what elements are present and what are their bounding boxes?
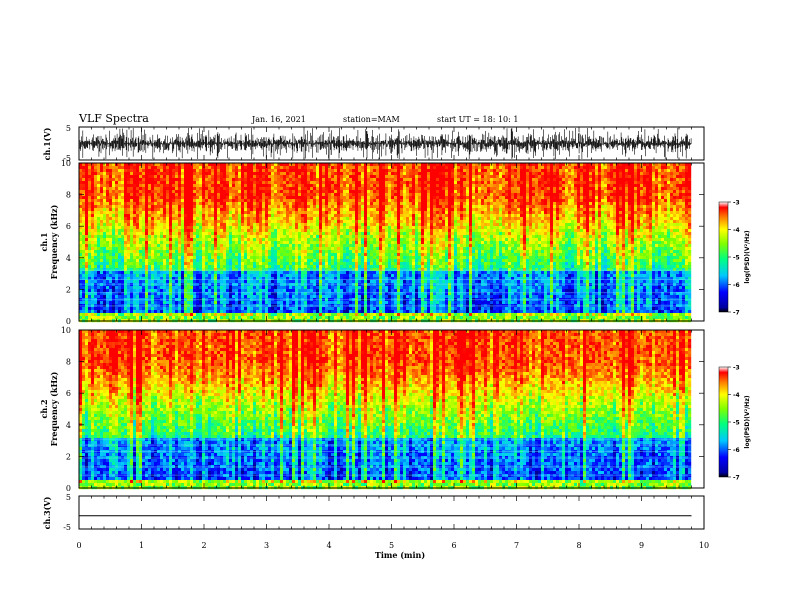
- ch1-colorbar-gradient: [718, 201, 729, 313]
- ch1-spec-ylabel-channel: ch.1: [39, 232, 49, 251]
- freq-tick-label: 10: [61, 326, 71, 335]
- freq-tick-label: 2: [66, 452, 71, 461]
- freq-tick-label: 4: [66, 254, 71, 263]
- colorbar-tick-label: -6: [733, 282, 740, 289]
- freq-tick-label: 8: [66, 191, 71, 200]
- figure-title: VLF Spectra: [78, 112, 149, 125]
- x-axis-label: Time (min): [375, 550, 425, 560]
- x-tick-label: 1: [139, 541, 144, 550]
- ch1-waveform-panel: 5 -5 ch.1(V): [42, 124, 705, 163]
- colorbar-tick-label: -4: [733, 392, 740, 399]
- colorbar-tick-label: -3: [733, 365, 740, 372]
- ch3-ytick-5: 5: [66, 493, 71, 502]
- freq-tick-label: 6: [66, 389, 71, 398]
- x-tick-labels: 0 1 2 3 4 5 6 7 8 9 10: [76, 541, 709, 550]
- colorbar-tick-label: -5: [733, 255, 740, 262]
- x-tick-label: 5: [389, 541, 394, 550]
- ch2-colorbar: -3 -4 -5 -6 -7 log(PSD)(V²/Hz): [718, 365, 751, 482]
- freq-tick-label: 2: [66, 285, 71, 294]
- freq-tick-label: 6: [66, 222, 71, 231]
- x-tick-label: 7: [514, 541, 519, 550]
- freq-tick-label: 0: [66, 317, 71, 326]
- ch2-spec-ylabel-freq: Frequency (kHz): [49, 371, 59, 446]
- ch1-waveform-trace: [79, 128, 692, 159]
- colorbar-tick-label: -7: [733, 310, 740, 317]
- freq-tick-label: 8: [66, 358, 71, 367]
- x-tick-label: 6: [451, 541, 456, 550]
- colorbar-tick-label: -5: [733, 420, 740, 427]
- freq-tick-label: 0: [66, 484, 71, 493]
- ch3-ytick-minus5: -5: [63, 523, 71, 532]
- colorbar-tick-label: -7: [733, 475, 740, 482]
- ch1-spectrogram-image: [79, 163, 704, 323]
- ch1-spectrogram-panel: 0 2 4 6 8 10 ch.1 Frequency (kHz): [39, 159, 705, 326]
- start-time-label: start UT = 18: 10: 1: [437, 115, 518, 124]
- colorbar-tick-label: -3: [733, 200, 740, 207]
- ch2-colorbar-label: log(PSD)(V²/Hz): [744, 395, 751, 448]
- ch1-ytick-5: 5: [66, 124, 71, 133]
- x-tick-label: 0: [76, 541, 81, 550]
- ch1-waveform-ylabel: ch.1(V): [42, 127, 52, 160]
- x-tick-label: 3: [264, 541, 269, 550]
- ch2-colorbar-gradient: [718, 366, 729, 478]
- freq-tick-label: 4: [66, 421, 71, 430]
- x-tick-label: 8: [576, 541, 581, 550]
- x-tick-label: 4: [326, 541, 331, 550]
- ch2-spec-ylabel-channel: ch.2: [39, 399, 49, 418]
- date-label: Jan. 16, 2021: [251, 115, 306, 124]
- x-tick-label: 2: [201, 541, 206, 550]
- ch3-waveform-ylabel: ch.3(V): [42, 496, 52, 529]
- colorbar-tick-label: -4: [733, 227, 740, 234]
- ch2-spectrogram-image: [79, 330, 704, 490]
- ch1-colorbar-label: log(PSD)(V²/Hz): [744, 230, 751, 283]
- ch1-spec-ylabel-freq: Frequency (kHz): [49, 204, 59, 279]
- x-tick-label: 9: [639, 541, 644, 550]
- x-tick-label: 10: [699, 541, 709, 550]
- station-label: station=MAM: [343, 115, 400, 124]
- freq-tick-label: 10: [61, 159, 71, 168]
- ch1-colorbar: -3 -4 -5 -6 -7 log(PSD)(V²/Hz): [718, 200, 751, 317]
- ch3-waveform-panel: 5 -5 ch.3(V): [42, 493, 705, 532]
- ch2-spectrogram-panel: 0 2 4 6 8 10 ch.2 Frequency (kHz): [39, 326, 705, 493]
- ch1-ytick-minus5: -5: [63, 154, 71, 163]
- colorbar-tick-label: -6: [733, 447, 740, 454]
